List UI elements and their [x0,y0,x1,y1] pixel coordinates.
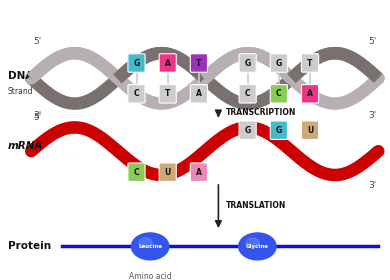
Text: Leucine: Leucine [138,244,162,249]
Circle shape [139,238,152,247]
Text: G: G [276,126,282,135]
FancyBboxPatch shape [190,163,207,181]
Text: C: C [276,89,282,98]
Text: A: A [196,168,202,177]
Text: G: G [245,126,251,135]
Circle shape [131,233,169,260]
FancyBboxPatch shape [270,85,287,103]
FancyBboxPatch shape [159,163,176,181]
FancyBboxPatch shape [128,54,145,72]
Text: 3': 3' [33,111,41,120]
Text: Strand: Strand [8,87,34,95]
FancyBboxPatch shape [270,121,287,139]
FancyBboxPatch shape [239,54,256,72]
Text: Amino acid: Amino acid [129,272,172,280]
Text: T: T [307,59,313,67]
Text: TRANSCRIPTION: TRANSCRIPTION [226,108,296,117]
Text: 3': 3' [368,181,376,190]
Circle shape [246,238,259,247]
Text: U: U [165,168,171,177]
FancyBboxPatch shape [301,121,319,139]
FancyBboxPatch shape [239,121,256,139]
Text: G: G [245,59,251,67]
Text: 5': 5' [33,113,41,122]
Text: Protein: Protein [8,241,51,251]
Text: 5': 5' [33,37,41,46]
Text: Glycine: Glycine [246,244,269,249]
Text: A: A [196,89,202,98]
Text: 5': 5' [368,37,376,46]
Text: G: G [133,59,140,67]
Text: T: T [196,59,202,67]
Text: mRNA: mRNA [8,141,43,151]
Text: G: G [276,59,282,67]
FancyBboxPatch shape [239,85,256,103]
FancyBboxPatch shape [270,54,287,72]
FancyBboxPatch shape [159,85,176,103]
FancyBboxPatch shape [301,54,319,72]
Text: TRANSLATION: TRANSLATION [226,200,287,210]
Text: C: C [134,89,139,98]
Text: U: U [307,126,313,135]
FancyBboxPatch shape [128,163,145,181]
Circle shape [239,233,276,260]
Text: C: C [134,168,139,177]
Text: T: T [165,89,170,98]
FancyBboxPatch shape [190,85,207,103]
Text: 3': 3' [368,111,376,120]
Text: A: A [165,59,171,67]
FancyBboxPatch shape [301,85,319,103]
FancyBboxPatch shape [190,54,207,72]
Text: DNA: DNA [8,71,33,81]
Text: C: C [245,89,250,98]
FancyBboxPatch shape [128,85,145,103]
FancyBboxPatch shape [159,54,176,72]
Text: A: A [307,89,313,98]
